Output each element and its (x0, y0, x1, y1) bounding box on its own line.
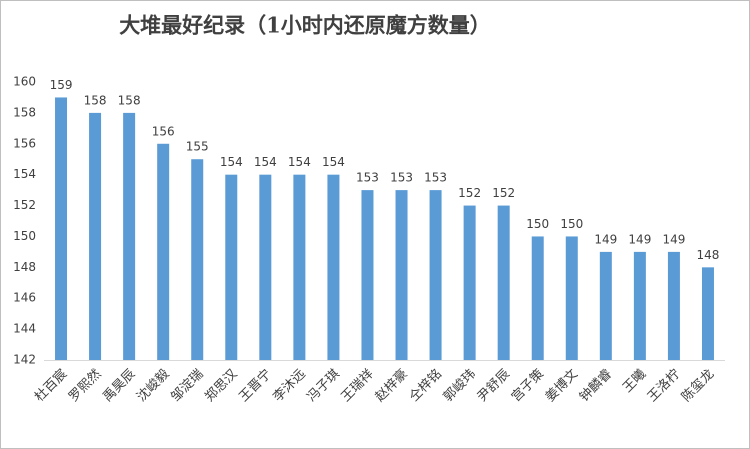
bar (293, 174, 306, 360)
data-label: 153 (424, 171, 447, 185)
data-label: 152 (458, 186, 481, 200)
chart-title: 大堆最好纪录（1小时内还原魔方数量） (119, 13, 491, 38)
bar (497, 205, 510, 360)
data-label: 154 (288, 155, 311, 169)
bar (225, 174, 238, 360)
y-tick-label: 144 (13, 322, 36, 336)
data-label: 150 (526, 217, 549, 231)
data-label: 153 (356, 171, 379, 185)
bar (89, 112, 102, 360)
bar (361, 190, 374, 360)
y-tick-label: 160 (13, 75, 36, 89)
data-label: 154 (322, 155, 345, 169)
data-label: 153 (390, 171, 413, 185)
data-label: 154 (220, 155, 243, 169)
data-label: 156 (152, 124, 175, 138)
bar (123, 112, 136, 360)
y-tick-label: 152 (13, 198, 36, 212)
bar (429, 190, 442, 360)
data-label: 155 (186, 140, 209, 154)
bar (599, 251, 612, 360)
y-tick-label: 158 (13, 105, 36, 119)
data-label: 149 (628, 232, 651, 246)
data-label: 158 (118, 93, 141, 107)
bar (531, 236, 544, 360)
bar (157, 143, 170, 360)
bar (191, 159, 204, 360)
bar (701, 267, 714, 360)
bar (565, 236, 578, 360)
y-tick-label: 150 (13, 229, 36, 243)
data-label: 150 (560, 217, 583, 231)
y-tick-label: 142 (13, 353, 36, 367)
y-tick-label: 148 (13, 260, 36, 274)
bar (395, 190, 408, 360)
y-tick-label: 154 (13, 167, 36, 181)
data-label: 148 (697, 248, 720, 262)
data-label: 152 (492, 186, 515, 200)
data-label: 149 (594, 232, 617, 246)
y-tick-label: 156 (13, 136, 36, 150)
data-label: 149 (662, 232, 685, 246)
bar (667, 251, 680, 360)
bar (55, 97, 68, 360)
data-label: 158 (84, 93, 107, 107)
bar (463, 205, 476, 360)
data-label: 154 (254, 155, 277, 169)
data-label: 159 (50, 78, 73, 92)
bar (327, 174, 340, 360)
bar (633, 251, 646, 360)
y-tick-label: 146 (13, 291, 36, 305)
bar (259, 174, 272, 360)
